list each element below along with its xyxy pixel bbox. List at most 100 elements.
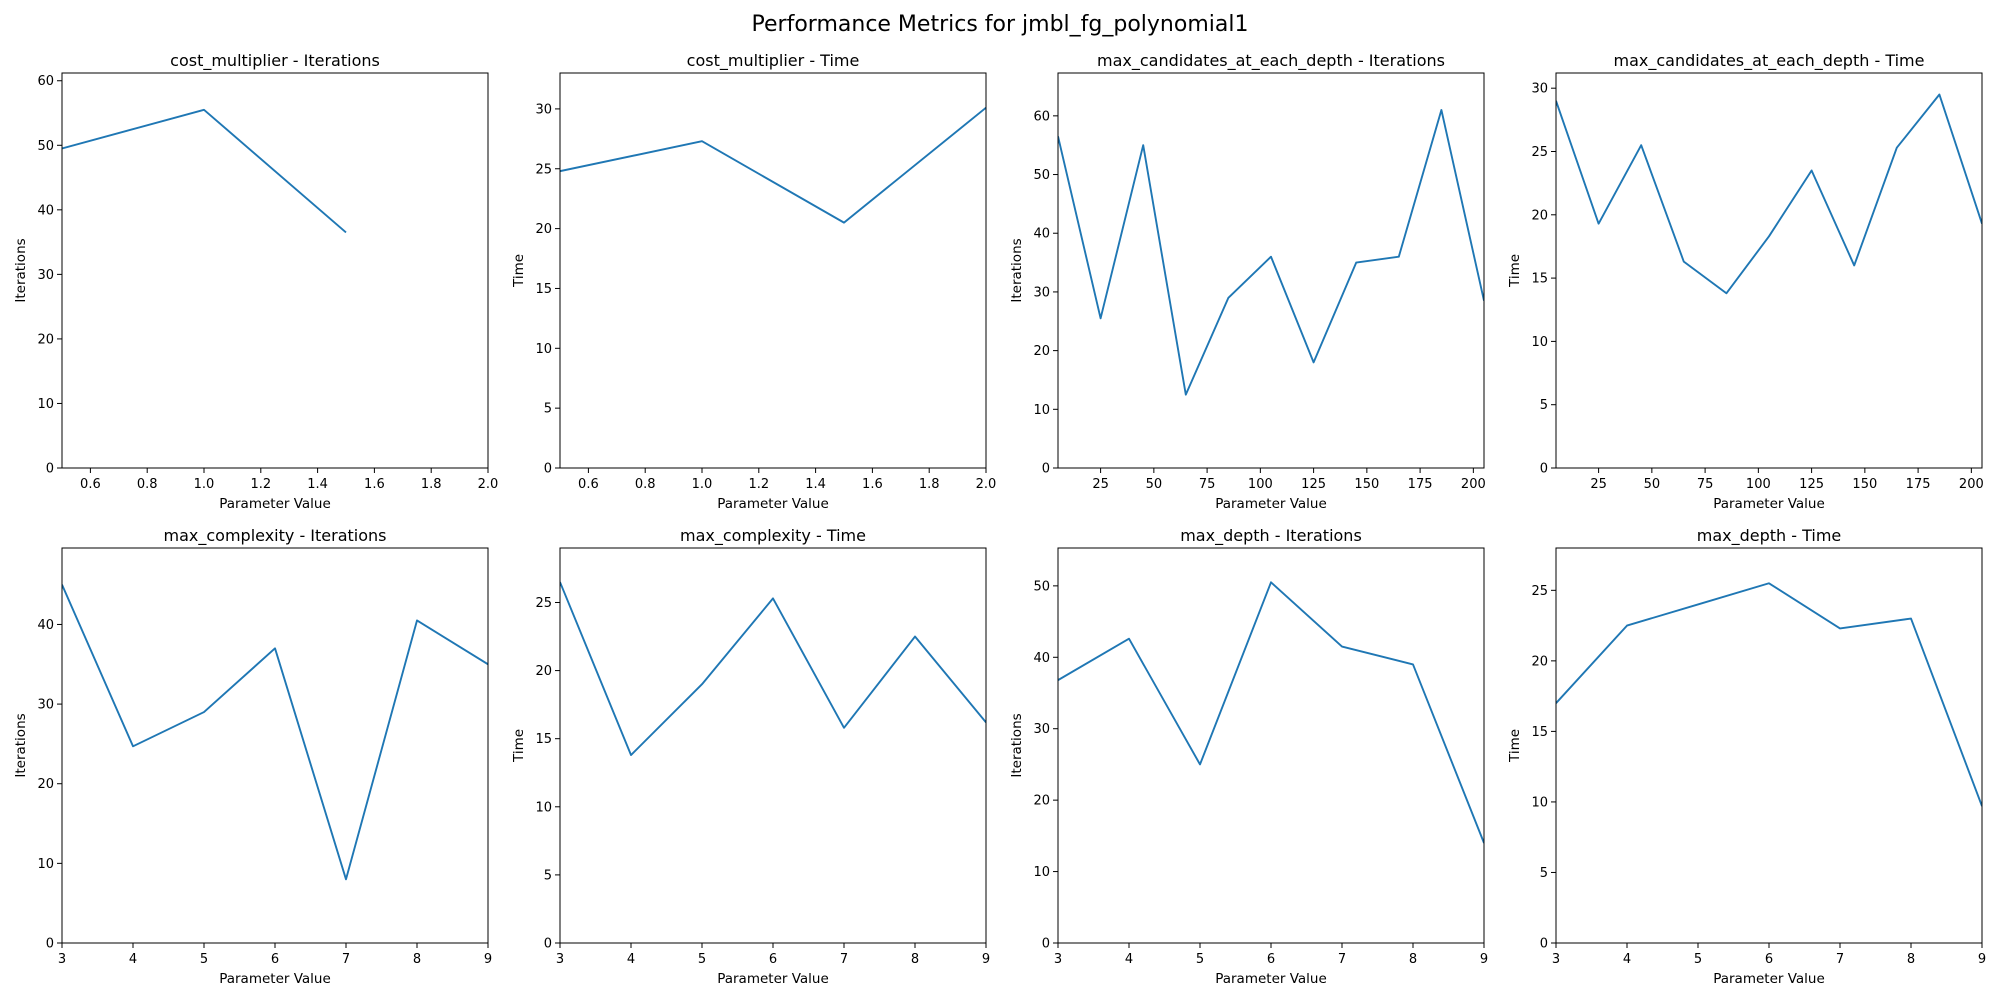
y-tick-label: 15 <box>535 732 552 747</box>
y-tick-label: 5 <box>1540 866 1548 881</box>
x-tick-label: 3 <box>1552 952 1560 967</box>
x-tick-label: 0.6 <box>578 477 599 492</box>
y-tick-label: 5 <box>544 868 552 883</box>
x-tick-label: 200 <box>1959 477 1984 492</box>
x-tick-label: 1.4 <box>805 477 826 492</box>
series-line <box>1058 109 1484 396</box>
y-tick-label: 30 <box>535 102 552 117</box>
y-tick-label: 0 <box>46 937 54 952</box>
x-tick-label: 175 <box>1906 477 1931 492</box>
x-tick-label: 125 <box>1301 477 1326 492</box>
y-tick-label: 10 <box>535 342 552 357</box>
y-tick-label: 20 <box>1531 654 1548 669</box>
y-tick-label: 20 <box>37 332 54 347</box>
x-tick-label: 1.6 <box>364 477 385 492</box>
subplot-title: max_complexity - Time <box>680 526 866 546</box>
x-tick-label: 4 <box>627 952 635 967</box>
y-axis-label: Time <box>511 729 527 763</box>
y-axis-label: Iterations <box>13 238 29 302</box>
y-tick-label: 15 <box>1531 272 1548 287</box>
axes-frame <box>1057 547 1485 944</box>
series-line <box>62 584 488 881</box>
x-axis-label: Parameter Value <box>1215 496 1327 512</box>
series-line <box>560 106 986 224</box>
y-tick-label: 15 <box>535 282 552 297</box>
x-tick-label: 7 <box>840 952 848 967</box>
y-tick-label: 50 <box>37 139 54 154</box>
y-tick-label: 30 <box>37 268 54 283</box>
axes-frame <box>559 72 987 469</box>
x-tick-label: 75 <box>1697 477 1714 492</box>
series-line <box>1556 582 1982 807</box>
y-axis-label: Iterations <box>13 713 29 777</box>
y-tick-label: 25 <box>535 596 552 611</box>
x-tick-label: 2.0 <box>976 477 997 492</box>
y-tick-label: 0 <box>1042 937 1050 952</box>
series-line <box>1058 581 1484 844</box>
y-tick-label: 30 <box>1033 722 1050 737</box>
series-line <box>1556 93 1982 295</box>
y-tick-label: 10 <box>1531 795 1548 810</box>
x-axis-label: Parameter Value <box>717 496 829 512</box>
y-tick-label: 60 <box>1033 109 1050 124</box>
x-tick-label: 4 <box>129 952 137 967</box>
x-tick-label: 200 <box>1461 477 1486 492</box>
y-tick-label: 20 <box>535 222 552 237</box>
subplot-title: cost_multiplier - Time <box>687 51 860 71</box>
x-tick-label: 7 <box>1338 952 1346 967</box>
x-tick-label: 6 <box>1267 952 1275 967</box>
y-tick-label: 10 <box>535 800 552 815</box>
y-tick-label: 10 <box>37 397 54 412</box>
y-tick-label: 20 <box>1033 794 1050 809</box>
axes-frame <box>1057 72 1485 469</box>
x-tick-label: 5 <box>200 952 208 967</box>
y-tick-label: 0 <box>544 937 552 952</box>
x-tick-label: 9 <box>1978 952 1986 967</box>
figure-title: Performance Metrics for jmbl_fg_polynomi… <box>751 12 1249 37</box>
y-tick-label: 30 <box>1033 285 1050 300</box>
x-axis-label: Parameter Value <box>219 496 331 512</box>
y-tick-label: 5 <box>1540 398 1548 413</box>
y-tick-label: 10 <box>37 857 54 872</box>
axes-frame <box>559 547 987 944</box>
y-tick-label: 20 <box>1531 208 1548 223</box>
x-axis-label: Parameter Value <box>219 971 331 987</box>
y-tick-label: 40 <box>37 618 54 633</box>
x-tick-label: 3 <box>58 952 66 967</box>
axes-frame <box>61 72 489 469</box>
y-axis-label: Time <box>1507 254 1523 288</box>
x-tick-label: 8 <box>1907 952 1915 967</box>
x-tick-label: 1.8 <box>919 477 940 492</box>
y-tick-label: 30 <box>37 698 54 713</box>
x-tick-label: 3 <box>1054 952 1062 967</box>
x-axis-label: Parameter Value <box>1713 971 1825 987</box>
y-axis-label: Time <box>511 254 527 288</box>
axes-frame <box>1555 547 1983 944</box>
subplot-title: max_candidates_at_each_depth - Time <box>1614 51 1925 71</box>
y-tick-label: 20 <box>535 664 552 679</box>
x-tick-label: 100 <box>1248 477 1273 492</box>
x-axis-label: Parameter Value <box>1713 496 1825 512</box>
y-tick-label: 25 <box>1531 145 1548 160</box>
x-tick-label: 0.6 <box>80 477 101 492</box>
y-tick-label: 40 <box>1033 227 1050 242</box>
x-tick-label: 4 <box>1125 952 1133 967</box>
x-tick-label: 2.0 <box>478 477 499 492</box>
x-tick-label: 5 <box>698 952 706 967</box>
y-tick-label: 40 <box>1033 651 1050 666</box>
y-axis-label: Iterations <box>1009 713 1025 777</box>
series-line <box>560 581 986 756</box>
x-tick-label: 0.8 <box>137 477 158 492</box>
x-tick-label: 8 <box>1409 952 1417 967</box>
subplot-title: max_candidates_at_each_depth - Iteration… <box>1097 51 1445 71</box>
y-tick-label: 40 <box>37 203 54 218</box>
x-tick-label: 75 <box>1199 477 1216 492</box>
y-tick-label: 50 <box>1033 168 1050 183</box>
y-tick-label: 0 <box>1042 462 1050 477</box>
x-tick-label: 6 <box>769 952 777 967</box>
x-tick-label: 1.0 <box>692 477 713 492</box>
y-tick-label: 0 <box>1540 937 1548 952</box>
x-tick-label: 25 <box>1590 477 1607 492</box>
series-line <box>62 108 347 234</box>
